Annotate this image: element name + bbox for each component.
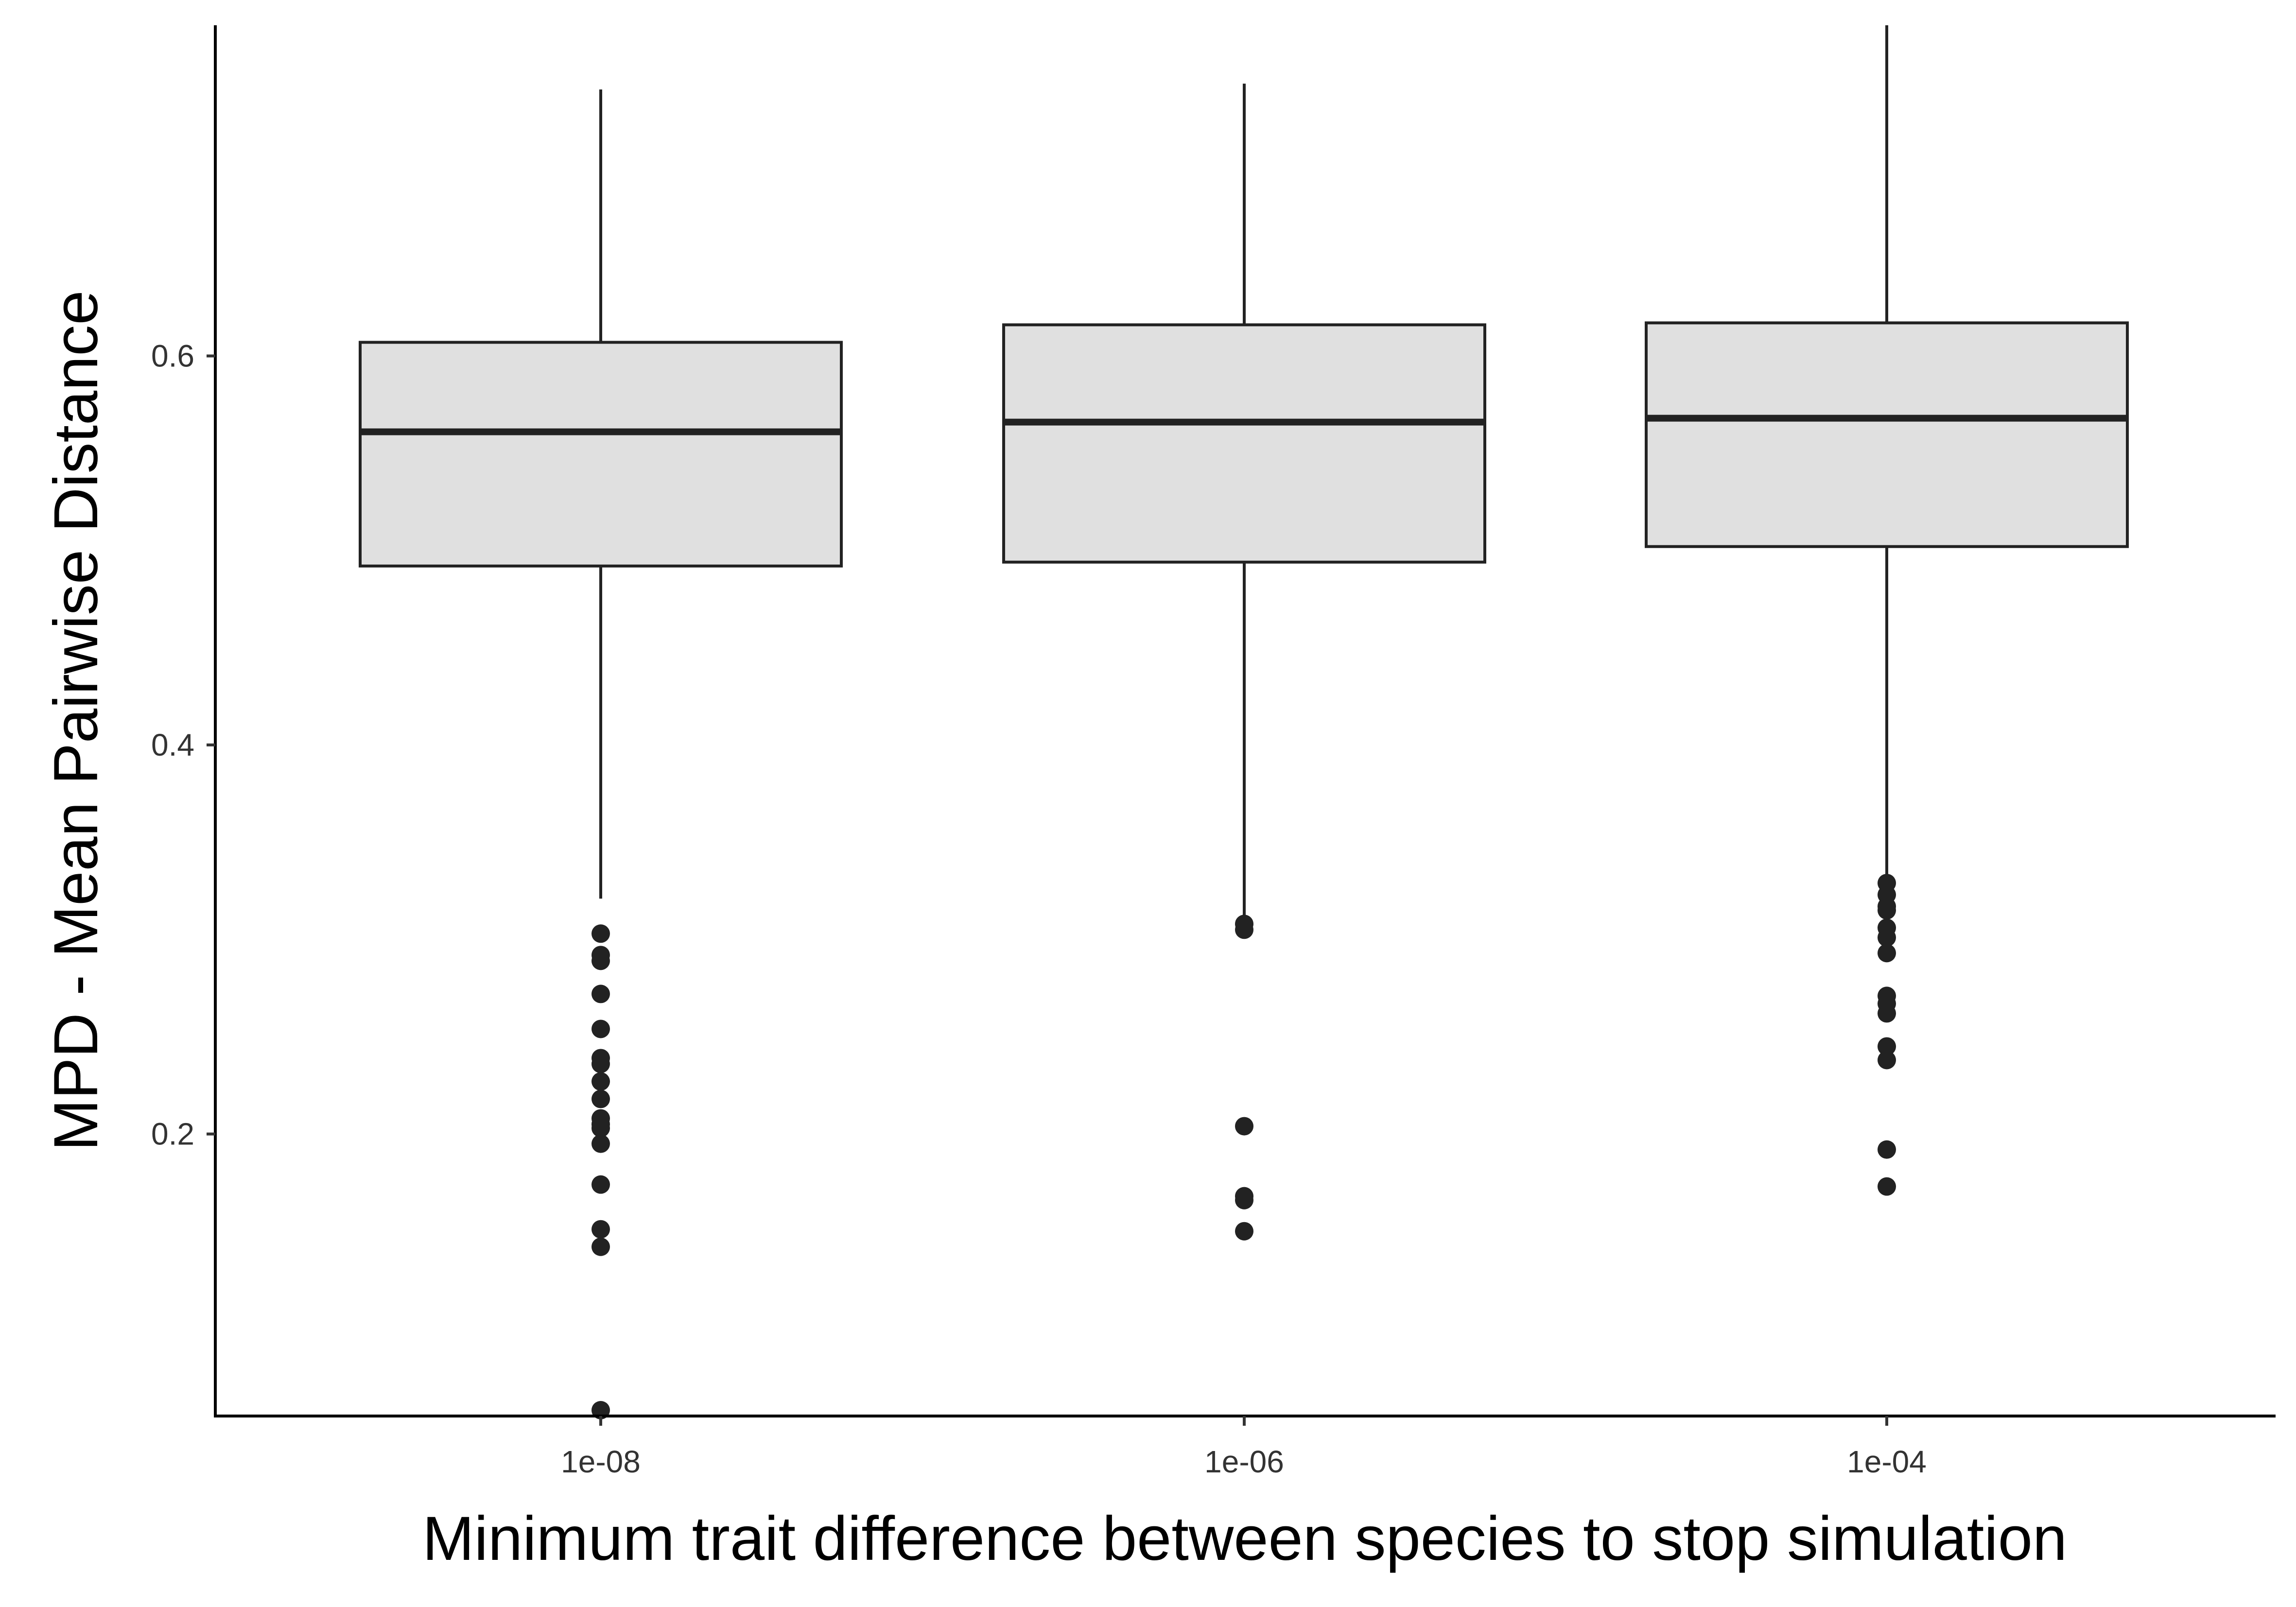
outlier-point — [591, 1237, 610, 1256]
x-tick-label: 1e-06 — [1204, 1444, 1284, 1479]
y-tick-label: 0.6 — [151, 338, 194, 373]
x-tick-label: 1e-04 — [1847, 1444, 1927, 1479]
box-group-1e-08 — [359, 89, 843, 1419]
outlier-point — [1235, 1191, 1253, 1210]
outlier-point — [591, 924, 610, 943]
y-tick-label: 0.2 — [151, 1117, 194, 1152]
plot-area — [359, 25, 2129, 1419]
y-tick-label: 0.4 — [151, 727, 194, 762]
box — [1002, 323, 1486, 564]
outlier-point — [591, 1089, 610, 1108]
outlier-point — [591, 1134, 610, 1153]
outlier-point — [591, 1119, 610, 1138]
outlier-point — [1235, 1222, 1253, 1241]
x-axis-ticks: 1e-08 1e-06 1e-04 — [561, 1416, 1927, 1479]
box — [1645, 321, 2129, 548]
outlier-point — [1235, 920, 1253, 939]
outlier-point — [591, 1072, 610, 1091]
outlier-point — [1878, 1140, 1896, 1159]
outlier-point — [1878, 1051, 1896, 1070]
outlier-point — [591, 951, 610, 970]
y-axis-title: MPD - Mean Pairwise Distance — [41, 290, 111, 1151]
x-axis-title: Minimum trait difference between species… — [422, 1504, 2067, 1573]
outlier-point — [1878, 901, 1896, 920]
outlier-point — [1878, 1004, 1896, 1023]
box — [359, 341, 843, 568]
x-tick-label: 1e-08 — [561, 1444, 641, 1479]
outlier-point — [1235, 1117, 1253, 1136]
outlier-point — [1878, 1037, 1896, 1056]
outlier-point — [591, 1054, 610, 1073]
outlier-point — [1878, 1177, 1896, 1196]
outlier-point — [1878, 928, 1896, 947]
outlier-point — [591, 1220, 610, 1239]
outlier-point — [1878, 944, 1896, 963]
box-group-1e-06 — [1002, 84, 1486, 1241]
box-group-1e-04 — [1645, 25, 2129, 1196]
outlier-point — [591, 1019, 610, 1038]
outlier-point — [591, 1175, 610, 1194]
outlier-point — [591, 985, 610, 1003]
y-axis-ticks: 0.2 0.4 0.6 — [151, 338, 215, 1152]
